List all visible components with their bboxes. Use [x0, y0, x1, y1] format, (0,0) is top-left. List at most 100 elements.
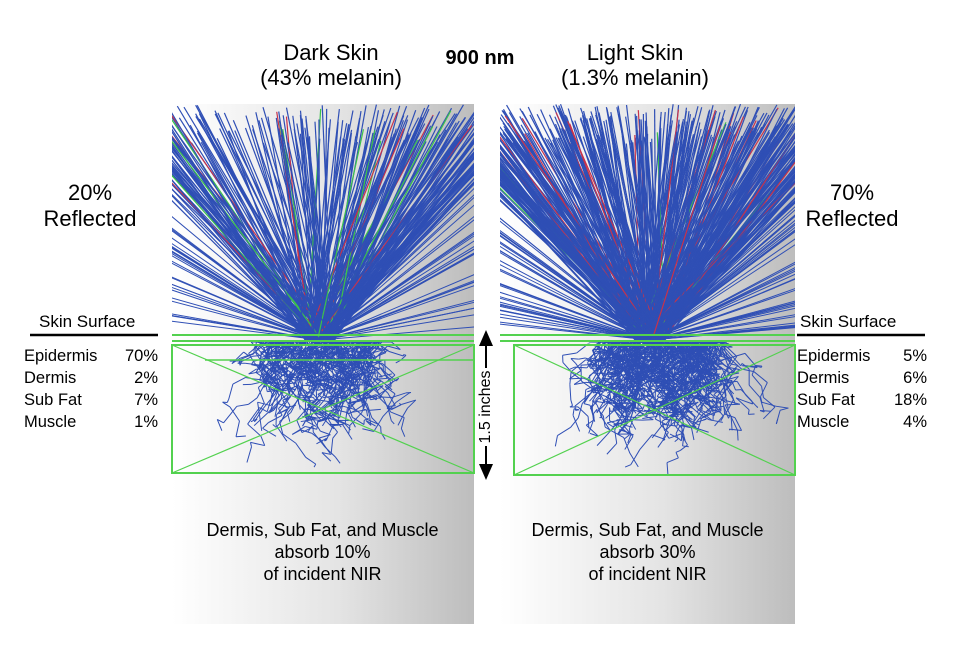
scatter-line [277, 402, 290, 409]
scatter-line [300, 429, 312, 434]
scatter-line [330, 415, 342, 428]
scatter-line [705, 384, 718, 397]
scatter-line [639, 434, 653, 450]
scatter-line [684, 417, 700, 426]
scatter-line [363, 399, 370, 414]
scatter-line [699, 412, 713, 420]
scatter-line [716, 364, 722, 370]
scatter-line [636, 349, 650, 359]
scatter-line [613, 364, 619, 378]
scatter-line [268, 374, 277, 391]
scatter-line [638, 394, 653, 401]
ray-line [653, 114, 770, 341]
ray-line [651, 138, 657, 341]
scatter-line [313, 463, 317, 468]
scatter-line [727, 379, 733, 382]
scatter-line [642, 415, 658, 420]
scatter-line [285, 341, 291, 345]
dark-layer-absorption: Epidermis 70% Dermis 2% Sub Fat 7% Muscle 1% [24, 345, 158, 433]
ray-line [172, 193, 321, 341]
ray-line [309, 115, 384, 341]
scatter-line [273, 386, 281, 402]
scatter-line [268, 409, 275, 414]
scatter-line [671, 367, 688, 377]
scatter-line [664, 393, 670, 398]
scatter-line [349, 412, 363, 426]
scatter-line [357, 379, 369, 387]
scatter-line [656, 400, 666, 403]
scatter-line [327, 377, 331, 394]
scatter-line [675, 433, 679, 440]
scatter-line [666, 462, 669, 475]
scatter-line [367, 375, 371, 386]
ray-line [649, 181, 795, 341]
scatter-line [382, 397, 389, 409]
scatter-line [673, 406, 686, 416]
scatter-line [639, 395, 646, 402]
ray-line [649, 187, 795, 341]
light-tissue-layers [500, 334, 796, 476]
scatter-line [674, 438, 679, 443]
scatter-line [679, 357, 692, 366]
scatter-line [624, 353, 629, 356]
scatter-line [331, 359, 340, 364]
light-skin-panel [500, 104, 796, 624]
light-title-line1: Light Skin [586, 40, 684, 65]
ray-line [500, 231, 651, 341]
scatter-line [369, 359, 384, 368]
scatter-line [650, 380, 662, 383]
dark-reflected: 20% Reflected [30, 180, 150, 232]
scatter-line [312, 397, 315, 400]
scatter-line [707, 387, 719, 389]
scatter-line [329, 371, 342, 378]
ray-line [319, 299, 474, 341]
scatter-line [330, 406, 333, 409]
scatter-line [673, 341, 687, 354]
scatter-line [309, 388, 316, 399]
scatter-line [627, 378, 641, 381]
scatter-line [355, 351, 364, 359]
scatter-line [270, 367, 274, 373]
scatter-line [655, 363, 670, 370]
scatter-line [247, 407, 260, 425]
scatter-line [363, 408, 367, 411]
scatter-line [253, 362, 259, 368]
ray-line [172, 255, 321, 341]
scatter-line [308, 396, 312, 413]
ray-line [600, 123, 636, 341]
scatter-line [314, 349, 320, 355]
scatter-line [401, 399, 416, 406]
scatter-line [612, 364, 615, 369]
light-reflected-rays [500, 104, 795, 341]
ray-line [500, 260, 651, 341]
scatter-line [250, 441, 265, 447]
scatter-line [729, 428, 742, 431]
ray-line [172, 171, 321, 341]
scatter-line [397, 417, 403, 426]
scatter-line [562, 352, 577, 356]
ray-line [637, 104, 674, 341]
scatter-line [251, 364, 257, 367]
scatter-line [696, 355, 707, 365]
scatter-line [272, 424, 277, 428]
scatter-line [685, 401, 700, 415]
scatter-line [341, 360, 353, 376]
scatter-line [316, 388, 329, 391]
scatter-line [305, 373, 317, 388]
scatter-line [285, 343, 298, 358]
scatter-line [339, 380, 348, 398]
scatter-line [361, 397, 368, 413]
scatter-line [699, 402, 705, 411]
scatter-line [314, 346, 328, 362]
ray-line [649, 300, 795, 341]
ray-line [649, 326, 795, 341]
light-layer-absorption: Epidermis 5% Dermis 6% Sub Fat 18% Muscle 4% [797, 345, 927, 433]
scatter-line [659, 377, 674, 383]
scatter-line [288, 382, 296, 385]
scatter-line [358, 396, 366, 401]
scatter-line [654, 391, 656, 408]
scatter-line [665, 408, 679, 425]
scatter-line [361, 341, 369, 353]
scatter-line [360, 359, 363, 369]
scatter-line [319, 368, 331, 375]
